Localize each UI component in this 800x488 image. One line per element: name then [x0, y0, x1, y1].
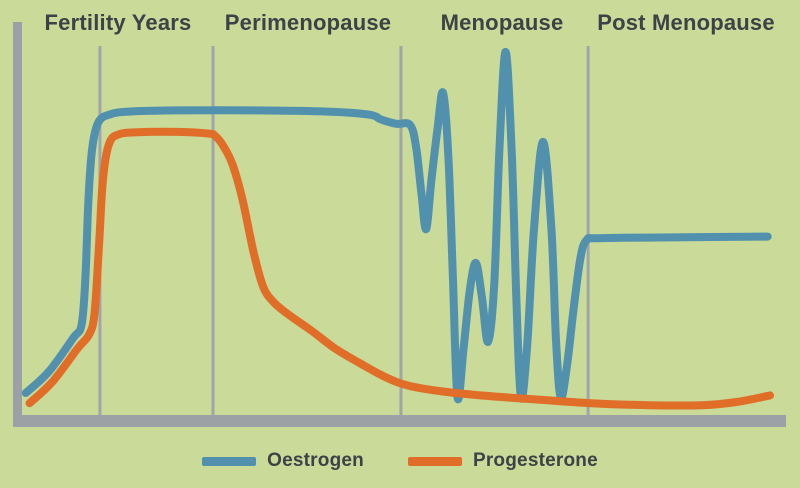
progesterone-swatch [407, 456, 462, 466]
stage-label-fertility-years: Fertility Years [44, 10, 192, 35]
stage-label-perimenopause: Perimenopause [224, 10, 392, 35]
stage-label-post-menopause: Post Menopause [597, 10, 775, 35]
chart-svg [13, 22, 786, 427]
oestrogen-legend-label: Oestrogen [267, 450, 364, 471]
chart-legend: Oestrogen Progesterone [0, 443, 800, 479]
legend-item-oestrogen: Oestrogen [202, 450, 364, 472]
oestrogen-swatch [202, 456, 257, 466]
y-axis-bar [13, 22, 22, 427]
legend-item-progesterone: Progesterone [407, 450, 598, 472]
progesterone-legend-label: Progesterone [472, 450, 598, 471]
x-axis-bar [13, 415, 786, 427]
stage-label-menopause: Menopause [440, 10, 564, 35]
oestrogen-line [21, 47, 772, 404]
progesterone-line [25, 127, 774, 410]
